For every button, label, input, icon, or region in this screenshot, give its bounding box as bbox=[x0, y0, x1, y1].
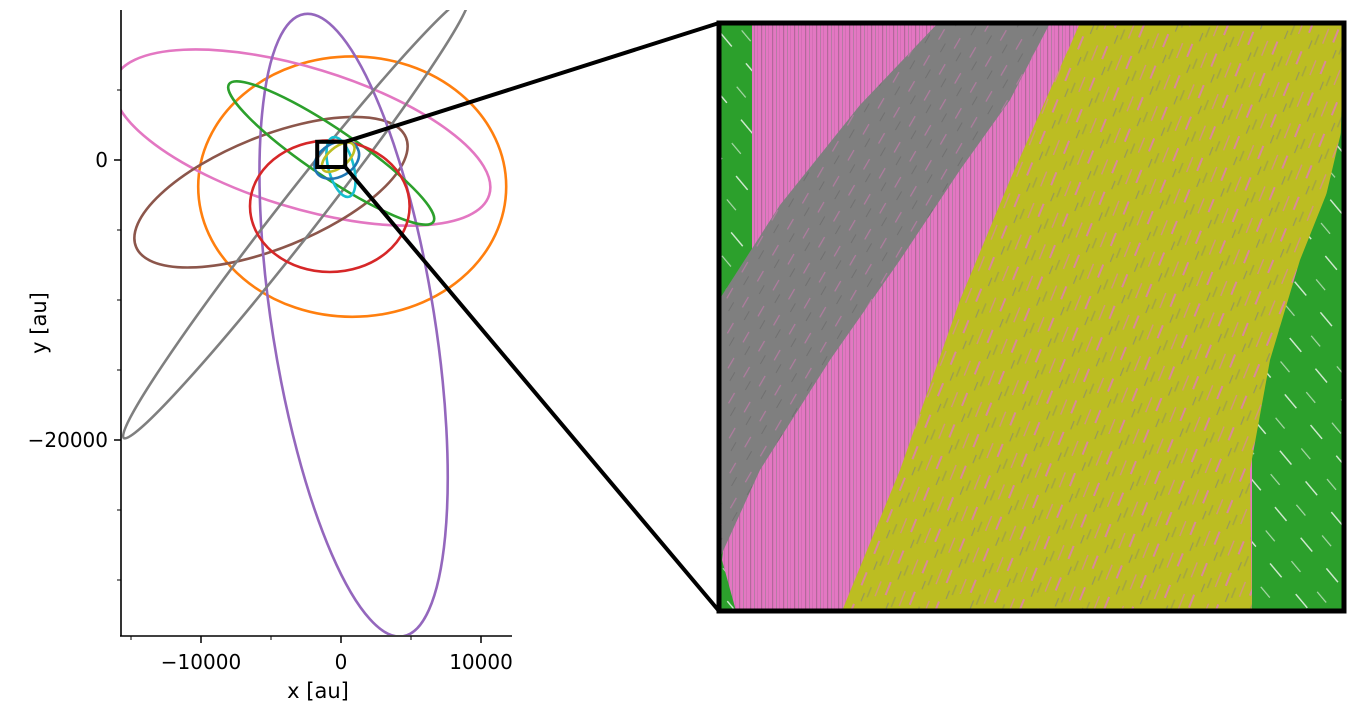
zoom-indicator bbox=[315, 21, 721, 613]
y-tick-label-1: −20000 bbox=[28, 428, 108, 452]
y-axis-label: y [au] bbox=[27, 292, 51, 354]
x-axis-label: x [au] bbox=[287, 679, 349, 703]
inset-olive-band bbox=[842, 23, 1344, 611]
orbit-9 bbox=[313, 139, 361, 181]
orbit-8 bbox=[325, 135, 357, 199]
orbit-4 bbox=[258, 12, 450, 635]
orbit-3 bbox=[133, 115, 409, 269]
inset-gray-band bbox=[719, 23, 1050, 560]
orbit-2 bbox=[121, 48, 492, 228]
zoom-connector-2 bbox=[343, 165, 721, 613]
inset-green-edge bbox=[1252, 23, 1344, 611]
orbit-1 bbox=[196, 55, 508, 319]
zoom-inset bbox=[719, 23, 1344, 611]
orbit-plot bbox=[121, 10, 508, 635]
x-tick-label-0: −10000 bbox=[161, 650, 241, 674]
x-ticks: −10000 0 10000 bbox=[130, 636, 513, 674]
x-tick-label-1: 0 bbox=[335, 650, 348, 674]
axes: −10000 0 10000 0 −20000 x [au] y [au] bbox=[27, 10, 513, 703]
inset-frame bbox=[716, 20, 1347, 614]
zoom-connector-1 bbox=[344, 21, 720, 144]
y-tick-label-0: 0 bbox=[95, 148, 108, 172]
y-ticks: 0 −20000 bbox=[28, 89, 121, 581]
orbit-5 bbox=[121, 10, 471, 440]
zoom-box bbox=[315, 139, 348, 170]
x-tick-label-2: 10000 bbox=[449, 650, 513, 674]
